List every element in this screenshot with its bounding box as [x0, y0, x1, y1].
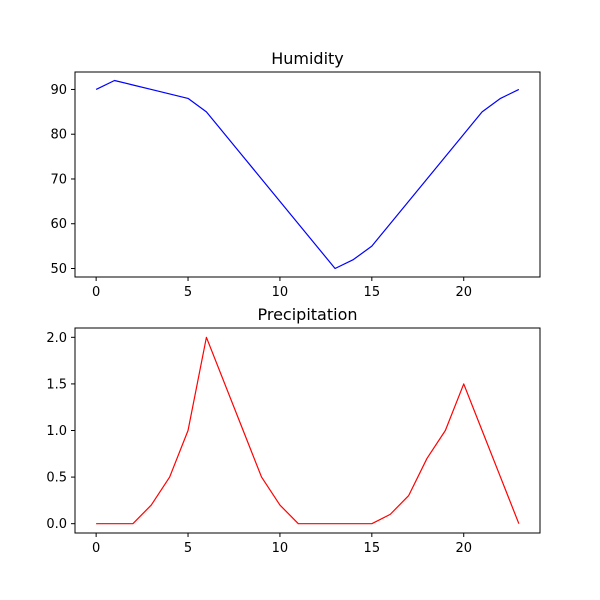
y-tick-label: 90	[50, 83, 67, 98]
y-tick-label: 60	[50, 217, 67, 232]
x-tick-label: 20	[455, 541, 472, 556]
x-tick-label: 20	[455, 285, 472, 300]
chart-marks: 0 5 10 15 20 0.0 0.5 1.0 1.5 2.0	[46, 331, 520, 556]
x-tick-label: 0	[92, 285, 100, 300]
chart-title: Precipitation	[257, 305, 357, 324]
y-tick-label: 0.0	[46, 517, 67, 532]
axes-frame	[74, 71, 541, 278]
y-tick-label: 1.5	[46, 377, 67, 392]
y-tick-label: 0.5	[46, 471, 67, 486]
series-line	[95, 79, 520, 270]
y-tick-label: 1.0	[46, 424, 67, 439]
x-tick-label: 5	[184, 541, 192, 556]
y-tick-label: 2.0	[46, 331, 67, 346]
axes-frame	[74, 327, 541, 534]
x-tick-label: 0	[92, 541, 100, 556]
chart-marks: 0 5 10 15 20 50 60 70 80 90	[50, 79, 520, 300]
x-tick-label: 15	[364, 285, 381, 300]
series-line	[96, 336, 520, 525]
x-tick-label: 10	[272, 541, 289, 556]
x-tick-label: 5	[184, 285, 192, 300]
y-tick-label: 50	[50, 262, 67, 277]
x-tick-label: 10	[272, 285, 289, 300]
y-tick-label: 80	[50, 128, 67, 143]
y-tick-label: 70	[50, 172, 67, 187]
chart-title: Humidity	[271, 49, 344, 68]
humidity-chart: Humidity 0 5 10 15 20 50 60 70 80 90	[50, 49, 541, 300]
x-tick-label: 15	[364, 541, 381, 556]
precipitation-chart: Precipitation 0 5 10 15 20 0.0 0.5 1.0 1.5 2.0	[46, 305, 541, 556]
